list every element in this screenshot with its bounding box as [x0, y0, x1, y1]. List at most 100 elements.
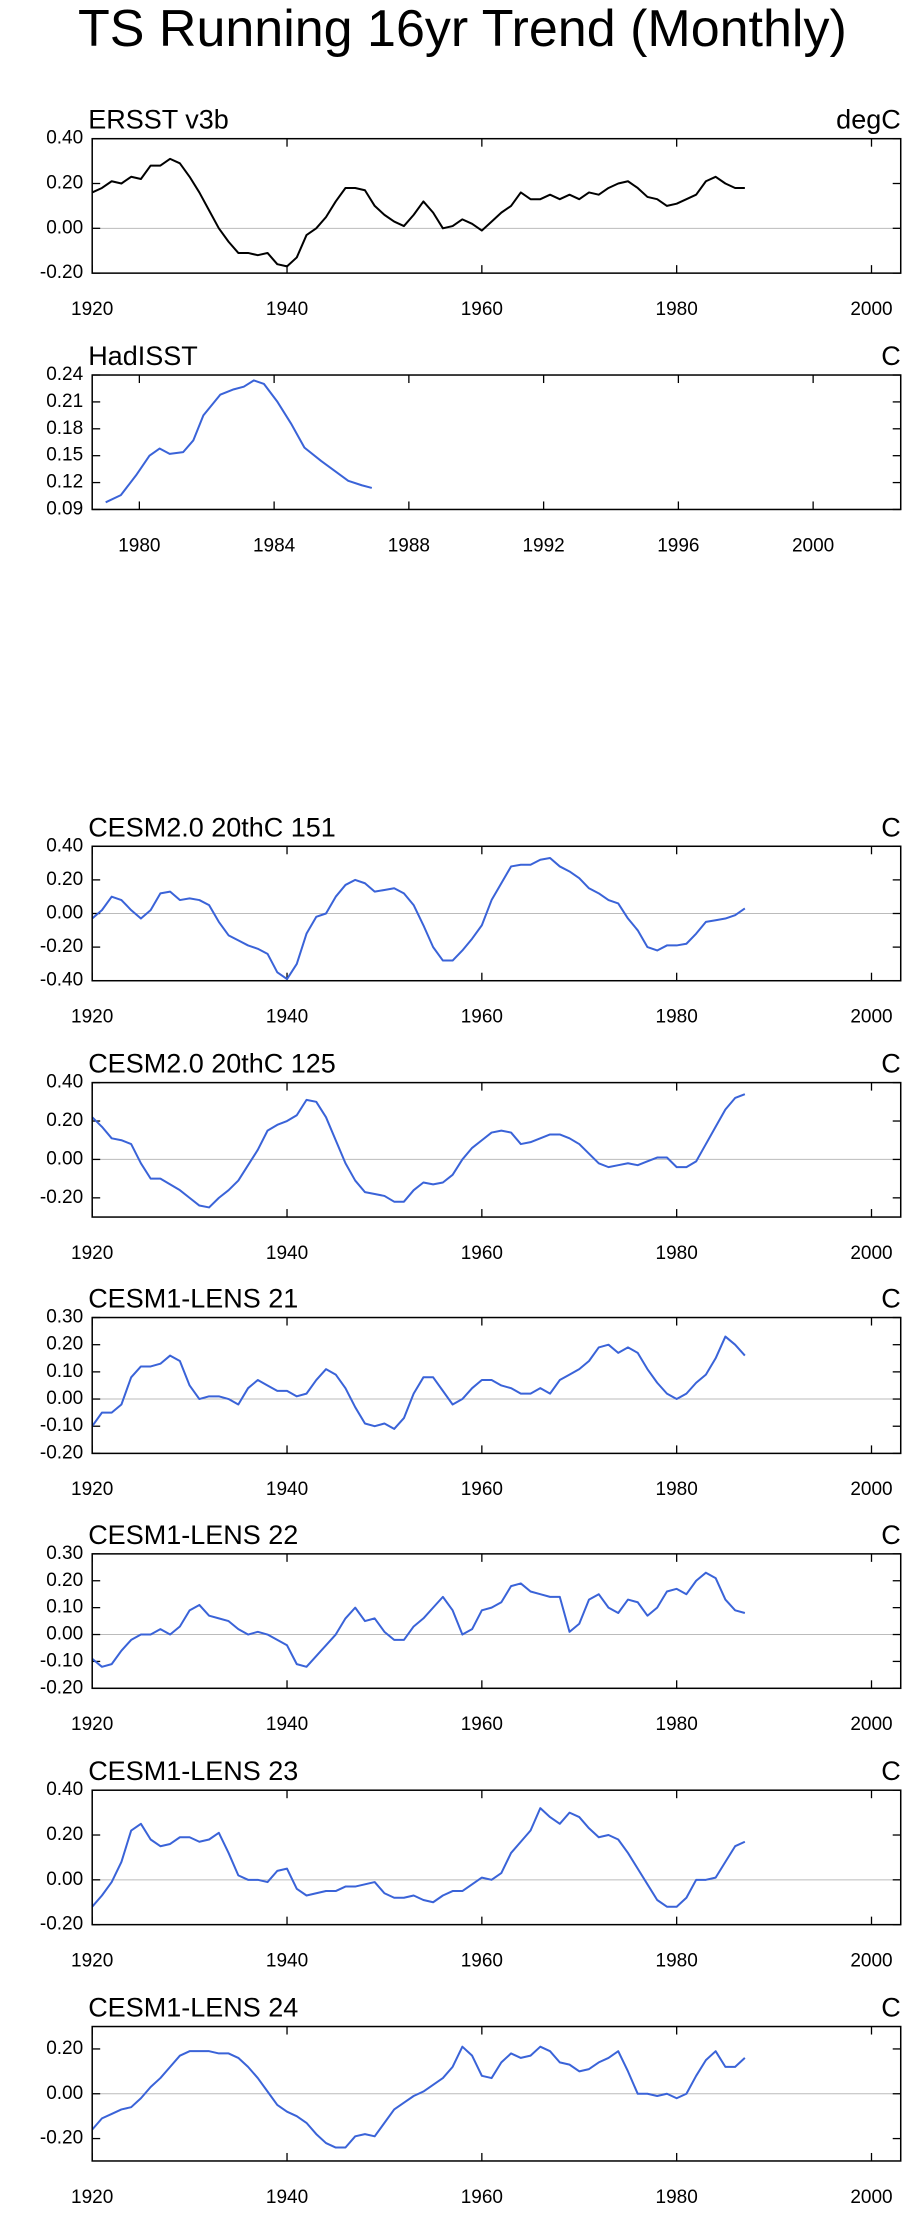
data-line [91, 1571, 746, 1668]
data-line [91, 1807, 746, 1908]
y-tick-label: -0.20 [40, 1187, 83, 1208]
x-tick-label: 1920 [71, 1007, 113, 1028]
x-tick-label: 1988 [388, 535, 430, 556]
panel-units: C [881, 1756, 901, 1786]
x-tick-label: 1940 [266, 2187, 308, 2208]
panel-title: ERSST v3b [88, 105, 229, 135]
plot-frame [91, 2025, 902, 2162]
x-tick-label: 1980 [656, 2187, 698, 2208]
x-tick-label: 1996 [657, 535, 699, 556]
y-tick-label: 0.20 [46, 1570, 83, 1591]
x-tick-label: 1960 [461, 1479, 503, 1500]
y-tick-label: 0.20 [46, 1110, 83, 1131]
x-tick-label: 1960 [461, 1243, 503, 1264]
data-line [91, 1093, 746, 1209]
y-tick-label: -0.10 [40, 1415, 83, 1436]
y-tick-label: 0.24 [46, 364, 83, 385]
data-line [105, 379, 373, 504]
x-tick-label: 2000 [850, 1950, 892, 1971]
x-tick-label: 1940 [266, 1243, 308, 1264]
x-tick-label: 2000 [850, 1243, 892, 1264]
y-tick-label: 0.21 [46, 391, 83, 412]
y-tick-label: 0.40 [46, 1779, 83, 1800]
panel-units: C [881, 812, 901, 842]
y-tick-label: -0.20 [40, 2128, 83, 2149]
panel-title: CESM1-LENS 21 [88, 1284, 298, 1314]
y-tick-label: 0.12 [46, 472, 83, 493]
y-tick-label: 0.00 [46, 1624, 83, 1645]
panel-units: C [881, 341, 901, 371]
panel-units: C [881, 1049, 901, 1079]
data-line [91, 1335, 746, 1430]
x-tick-label: 2000 [850, 1714, 892, 1735]
x-tick-label: 1920 [71, 1714, 113, 1735]
plot-frame [91, 1553, 902, 1690]
x-tick-label: 1940 [266, 1714, 308, 1735]
panel-units: C [881, 1520, 901, 1550]
figure-title: TS Running 16yr Trend (Monthly) [78, 0, 847, 58]
panel-title: CESM1-LENS 23 [88, 1756, 298, 1786]
y-tick-label: 0.40 [46, 835, 83, 856]
plot-frame [91, 137, 902, 274]
y-tick-label: -0.20 [40, 1914, 83, 1935]
y-tick-label: -0.20 [40, 1442, 83, 1463]
y-tick-label: 0.30 [46, 1307, 83, 1328]
x-tick-label: 1992 [522, 535, 564, 556]
data-line [91, 857, 746, 981]
x-tick-label: 1960 [461, 1950, 503, 1971]
y-tick-label: 0.00 [46, 1388, 83, 1409]
y-tick-label: 0.10 [46, 1597, 83, 1618]
x-tick-label: 1940 [266, 1479, 308, 1500]
y-tick-label: 0.30 [46, 1543, 83, 1564]
panel-title: CESM1-LENS 24 [88, 1993, 298, 2023]
x-tick-label: 1940 [266, 299, 308, 320]
y-tick-label: -0.20 [40, 1677, 83, 1698]
y-tick-label: 0.20 [46, 173, 83, 194]
x-tick-label: 1980 [656, 1950, 698, 1971]
x-tick-label: 1960 [461, 299, 503, 320]
x-tick-label: 1920 [71, 1950, 113, 1971]
y-tick-label: -0.40 [40, 970, 83, 991]
panel-units: C [881, 1284, 901, 1314]
plot-frame [91, 374, 902, 511]
x-tick-label: 2000 [850, 2187, 892, 2208]
y-tick-label: 0.00 [46, 1148, 83, 1169]
x-tick-label: 2000 [792, 535, 834, 556]
panel-title: CESM1-LENS 22 [88, 1520, 298, 1550]
y-tick-label: 0.18 [46, 418, 83, 439]
x-tick-label: 2000 [850, 299, 892, 320]
y-tick-label: 0.00 [46, 2083, 83, 2104]
x-tick-label: 1920 [71, 299, 113, 320]
y-tick-label: 0.00 [46, 1869, 83, 1890]
plot-frame [91, 1789, 902, 1926]
y-tick-label: 0.15 [46, 445, 83, 466]
x-tick-label: 1960 [461, 1007, 503, 1028]
x-tick-label: 1980 [656, 299, 698, 320]
y-tick-label: 0.40 [46, 128, 83, 149]
panel-title: HadISST [88, 341, 198, 371]
x-tick-label: 1960 [461, 2187, 503, 2208]
plot-frame [91, 1316, 902, 1455]
x-tick-label: 1980 [656, 1243, 698, 1264]
x-tick-label: 2000 [850, 1007, 892, 1028]
x-tick-label: 1980 [656, 1479, 698, 1500]
x-tick-label: 2000 [850, 1479, 892, 1500]
data-line [91, 157, 745, 268]
y-tick-label: -0.20 [40, 262, 83, 283]
data-line [91, 2045, 746, 2149]
plot-frame [91, 845, 902, 982]
y-tick-label: 0.00 [46, 903, 83, 924]
panel-units: degC [836, 105, 901, 135]
x-tick-label: 1940 [266, 1007, 308, 1028]
y-tick-label: 0.20 [46, 1824, 83, 1845]
y-tick-label: 0.20 [46, 869, 83, 890]
plot-frame [91, 1081, 902, 1218]
y-tick-label: -0.10 [40, 1650, 83, 1671]
x-tick-label: 1980 [118, 535, 160, 556]
panel-title: CESM2.0 20thC 151 [88, 812, 336, 842]
x-tick-label: 1960 [461, 1714, 503, 1735]
x-tick-label: 1980 [656, 1007, 698, 1028]
y-tick-label: -0.20 [40, 936, 83, 957]
x-tick-label: 1920 [71, 2187, 113, 2208]
